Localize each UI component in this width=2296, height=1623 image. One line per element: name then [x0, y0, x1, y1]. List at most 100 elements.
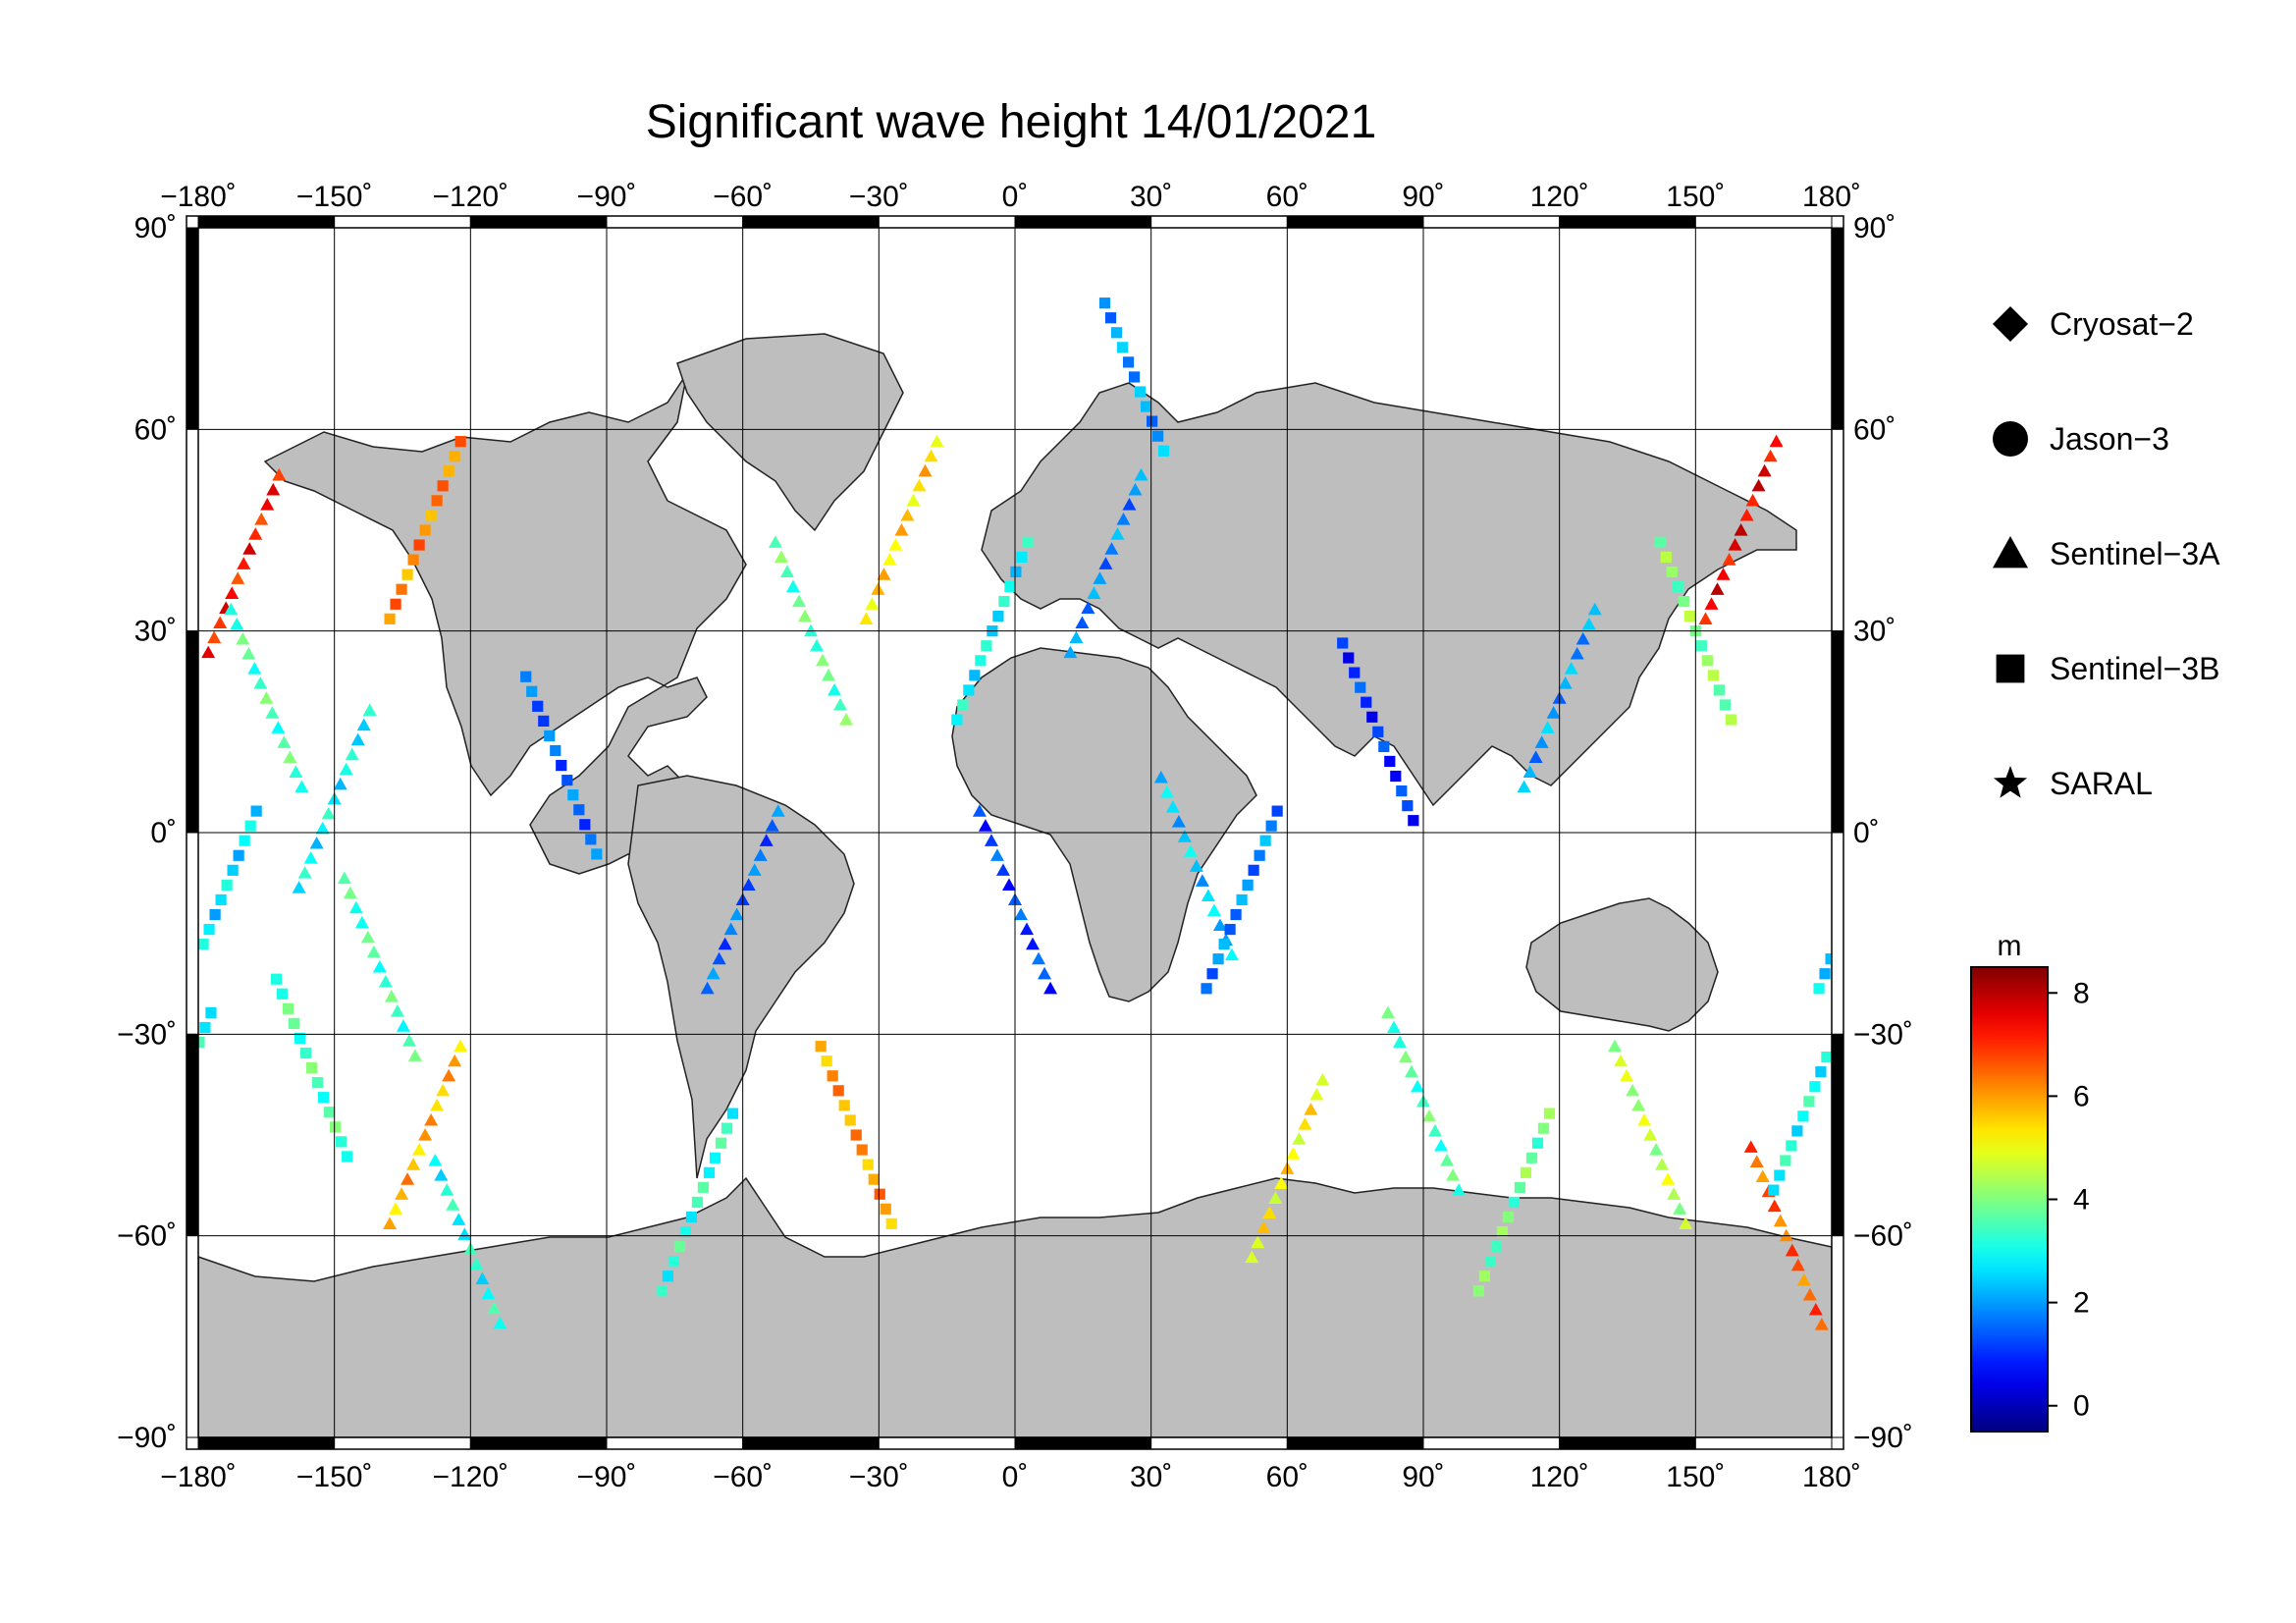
- track-point: [1242, 879, 1254, 891]
- track-point: [822, 668, 836, 681]
- greenland-land: [676, 333, 904, 532]
- track-point: [350, 732, 365, 746]
- track-point: [1140, 401, 1152, 412]
- frame-bar-right: [1831, 1033, 1844, 1237]
- track-point: [827, 1070, 838, 1082]
- track-point: [231, 571, 245, 584]
- colorbar-unit: m: [1998, 930, 2022, 962]
- track-point: [457, 1227, 472, 1240]
- track-point: [237, 557, 251, 569]
- track-point: [241, 646, 256, 660]
- track-point: [321, 806, 336, 820]
- track-point: [706, 966, 721, 980]
- lon-tick-label-bottom: 30˚: [1130, 1461, 1172, 1493]
- track-point: [585, 834, 597, 845]
- track-point: [726, 1108, 739, 1119]
- track-point: [1032, 951, 1046, 965]
- track-point: [1177, 830, 1192, 842]
- track-point: [1734, 523, 1748, 536]
- track-point: [838, 1100, 850, 1111]
- track-point: [1248, 864, 1259, 876]
- track-point: [1355, 681, 1366, 693]
- track-point: [1660, 551, 1672, 563]
- track-point: [449, 451, 460, 462]
- track-point: [1704, 597, 1719, 610]
- track-point: [1372, 726, 1384, 737]
- track-point: [723, 922, 738, 936]
- frame-bar-bottom: [334, 1436, 471, 1450]
- track-point: [1343, 652, 1355, 664]
- circle-icon: [1993, 421, 2028, 457]
- legend-item: SARAL: [1993, 766, 2153, 801]
- track-point: [667, 1256, 680, 1268]
- track-point: [342, 1151, 353, 1163]
- frame-bar-bottom: [606, 1436, 744, 1450]
- track-point: [1719, 699, 1731, 711]
- track-point: [354, 915, 369, 929]
- track-point: [856, 1144, 868, 1156]
- track-point: [741, 878, 756, 891]
- track-point: [1298, 1117, 1312, 1130]
- track-point: [362, 703, 377, 717]
- track-point: [1001, 878, 1016, 891]
- africa-land: [951, 647, 1257, 1002]
- track-point: [785, 579, 800, 593]
- track-point: [1116, 513, 1131, 525]
- south-america-land: [627, 775, 855, 1179]
- track-point: [765, 819, 779, 832]
- track-point: [1134, 467, 1148, 481]
- lat-tick-label-left: 30˚: [134, 616, 177, 648]
- track-point: [442, 1068, 456, 1082]
- track-point: [1122, 497, 1137, 511]
- track-point: [303, 851, 318, 864]
- track-point: [1402, 800, 1414, 812]
- track-point: [384, 990, 399, 1002]
- lat-tick-label-right: −60˚: [1853, 1220, 1913, 1253]
- track-point: [1224, 947, 1239, 961]
- track-point: [254, 513, 269, 525]
- track-point: [277, 735, 292, 748]
- australia-land: [1525, 897, 1719, 1032]
- frame-bar-bottom: [1422, 1436, 1561, 1450]
- legend-item: Sentinel−3A: [1993, 536, 2220, 571]
- track-point: [850, 1129, 862, 1141]
- track-point: [1796, 1272, 1811, 1286]
- track-point: [305, 1061, 318, 1074]
- track-point: [995, 863, 1010, 876]
- track-point: [323, 1107, 336, 1118]
- track-point: [197, 939, 209, 950]
- lon-tick-label-bottom: 90˚: [1402, 1461, 1444, 1493]
- track-point: [1304, 1102, 1318, 1115]
- track-point: [389, 1202, 403, 1215]
- track-point: [443, 465, 454, 477]
- track-point: [721, 1122, 733, 1134]
- track-point: [859, 612, 874, 624]
- track-point: [700, 981, 715, 995]
- figure-title: Significant wave height 14/01/2021: [646, 96, 1377, 148]
- track-point: [1236, 893, 1248, 906]
- track-point: [401, 1034, 416, 1047]
- frame-bar-right: [1831, 227, 1844, 430]
- lon-tick-label-bottom: 150˚: [1666, 1461, 1725, 1493]
- frame-bar-left: [186, 428, 199, 632]
- track-point: [225, 586, 240, 599]
- track-point: [804, 623, 818, 637]
- track-point: [1087, 586, 1101, 599]
- lon-tick-label-bottom: −30˚: [849, 1461, 909, 1493]
- track-point: [1667, 1187, 1682, 1200]
- track-point: [912, 478, 927, 492]
- track-point: [1672, 580, 1683, 593]
- track-point: [712, 951, 726, 965]
- track-point: [1384, 755, 1396, 768]
- track-point: [1496, 1225, 1509, 1238]
- axis-tick-labels: −180˚ −180˚ −150˚ −150˚ −120˚ −120˚ −90˚ −90˚ −6…: [117, 181, 1913, 1493]
- track-point: [390, 1004, 404, 1017]
- track-point: [753, 848, 768, 861]
- track-point: [862, 1159, 874, 1170]
- track-point: [1825, 953, 1837, 965]
- track-point: [400, 1172, 415, 1185]
- track-point: [1472, 1285, 1484, 1297]
- track-point: [1743, 1140, 1758, 1153]
- colorbar-tick-label: 2: [2073, 1287, 2090, 1320]
- track-point: [1206, 903, 1221, 916]
